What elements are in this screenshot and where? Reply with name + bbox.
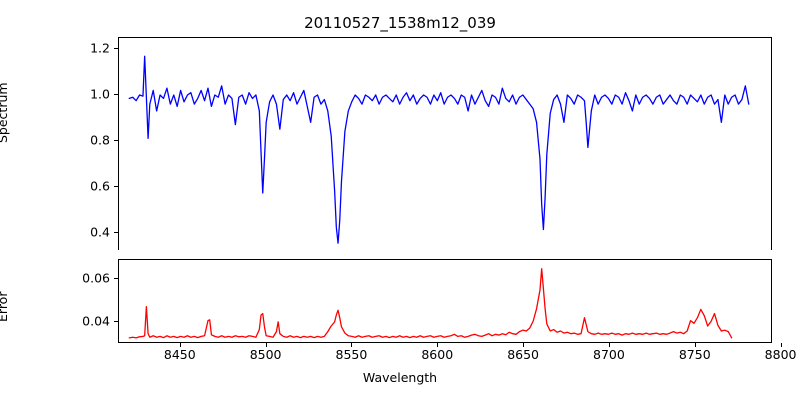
x-tick-mark bbox=[351, 343, 353, 347]
x-tick-label: 8750 bbox=[678, 347, 711, 362]
spectrum-trace bbox=[119, 38, 771, 250]
y-tick-mark-spectrum bbox=[114, 140, 118, 142]
y-tick-mark-spectrum bbox=[114, 48, 118, 50]
y-tick-label-spectrum: 0.6 bbox=[90, 178, 110, 194]
x-tick-mark bbox=[523, 343, 525, 347]
x-tick-label: 8550 bbox=[335, 347, 368, 362]
y-tick-label-error: 0.06 bbox=[82, 270, 110, 286]
x-tick-mark bbox=[694, 343, 696, 347]
y-tick-mark-spectrum bbox=[114, 94, 118, 96]
x-tick-mark bbox=[780, 343, 782, 347]
y-tick-mark-error bbox=[114, 278, 118, 280]
x-tick-label: 8700 bbox=[593, 347, 625, 362]
x-tick-mark bbox=[608, 343, 610, 347]
x-axis-label: Wavelength bbox=[362, 370, 438, 385]
y-tick-label-error: 0.04 bbox=[82, 313, 110, 329]
x-tick-label: 8650 bbox=[507, 347, 539, 362]
x-tick-mark bbox=[437, 343, 439, 347]
y-tick-mark-spectrum bbox=[114, 185, 118, 187]
y-tick-mark-error bbox=[114, 320, 118, 322]
x-tick-mark bbox=[179, 343, 181, 347]
x-tick-label: 8500 bbox=[249, 347, 282, 362]
y-axis-label-spectrum: Spectrum bbox=[0, 82, 10, 143]
y-axis-label-error: Error bbox=[0, 291, 10, 322]
error-trace bbox=[119, 260, 771, 342]
x-tick-label: 8450 bbox=[163, 347, 196, 362]
x-tick-label: 8800 bbox=[764, 347, 797, 362]
y-tick-label-spectrum: 1.0 bbox=[90, 86, 110, 102]
error-panel bbox=[118, 259, 772, 343]
x-tick-mark bbox=[265, 343, 267, 347]
x-tick-label: 8600 bbox=[421, 347, 454, 362]
y-tick-label-spectrum: 0.8 bbox=[90, 132, 110, 148]
spectrum-panel bbox=[118, 37, 772, 250]
page-title: 20110527_1538m12_039 bbox=[304, 14, 496, 32]
y-tick-label-spectrum: 1.2 bbox=[90, 40, 110, 56]
y-tick-label-spectrum: 0.4 bbox=[90, 224, 110, 240]
y-tick-mark-spectrum bbox=[114, 231, 118, 233]
